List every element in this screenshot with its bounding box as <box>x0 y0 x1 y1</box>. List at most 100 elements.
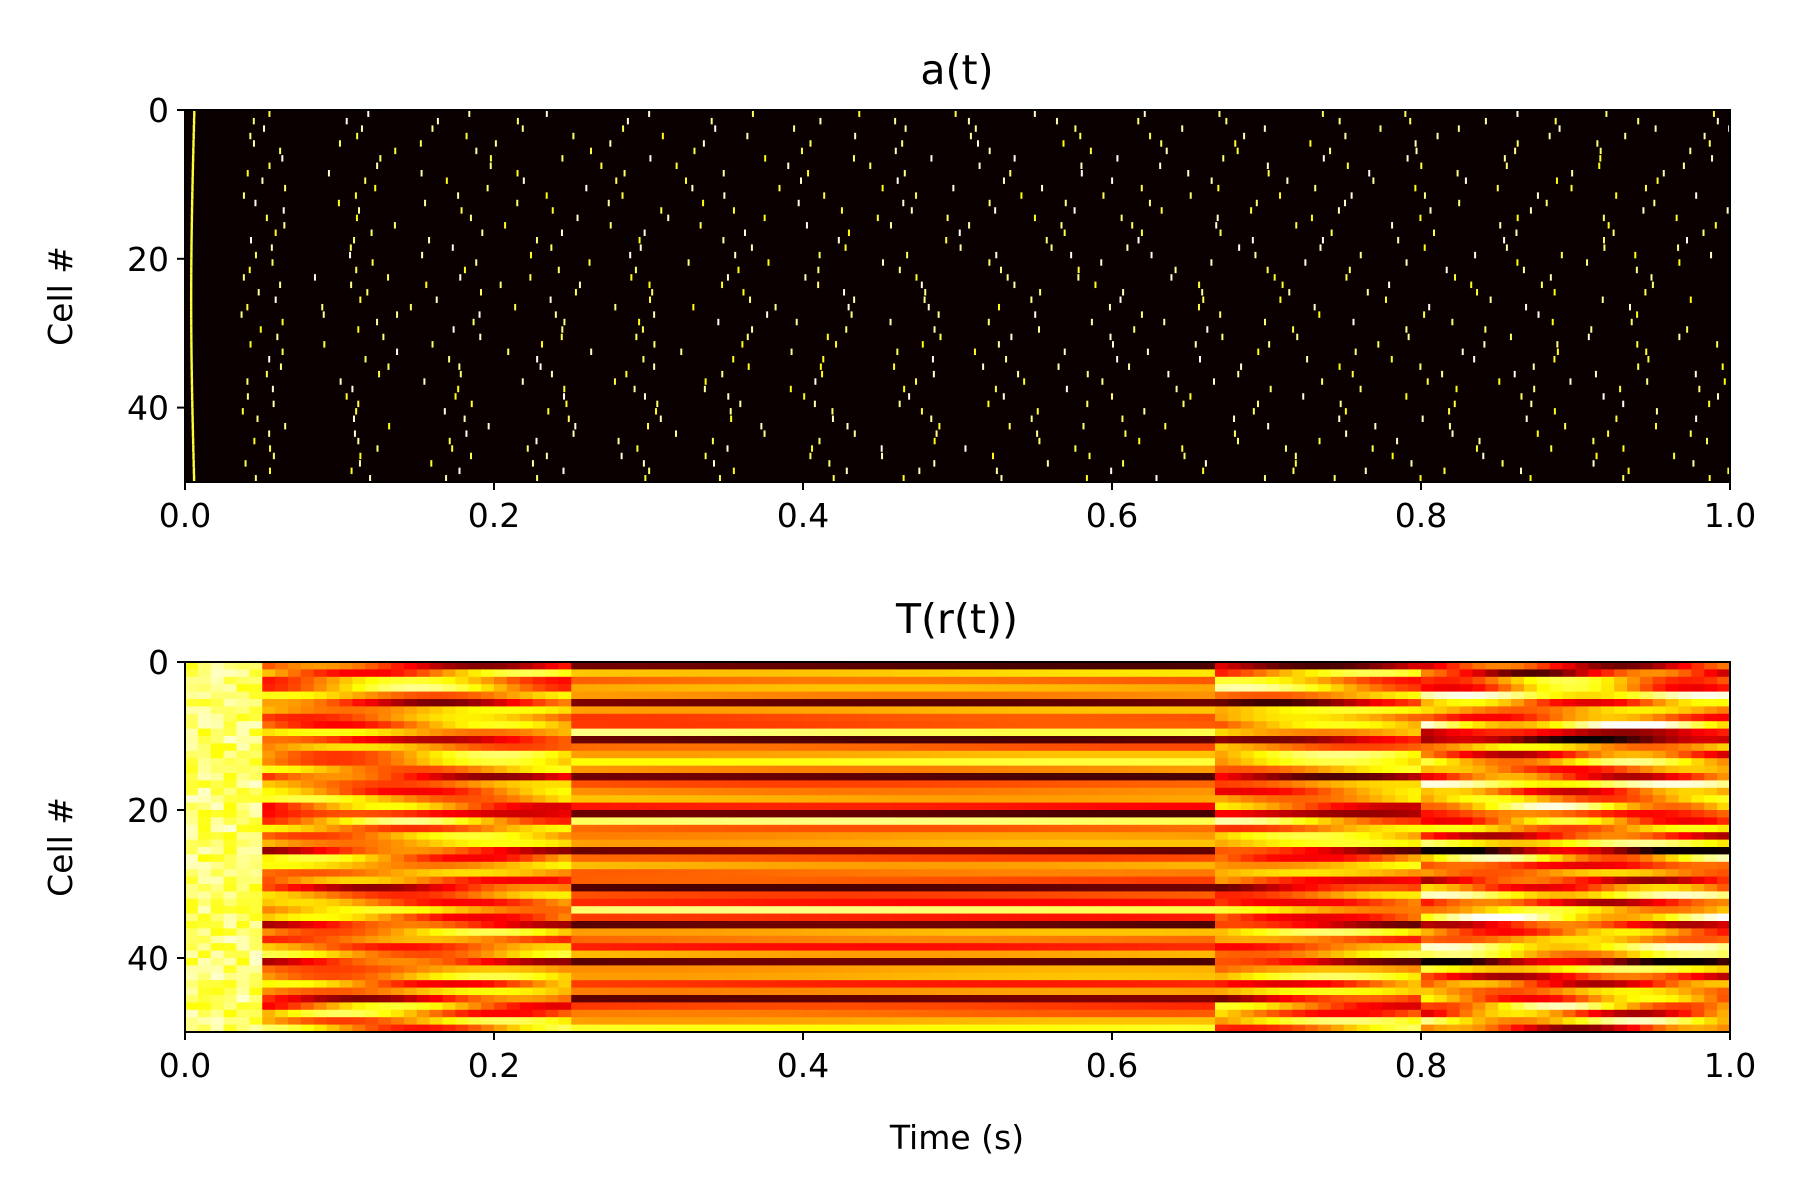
heatmap-cell <box>597 669 611 678</box>
heatmap-cell <box>906 691 920 700</box>
heatmap-cell <box>1073 817 1087 826</box>
heatmap-cell <box>1202 869 1216 878</box>
y-tick-label-top: 20 <box>127 240 169 279</box>
heatmap-cell <box>996 684 1010 693</box>
heatmap-cell <box>983 706 997 715</box>
heatmap-cell <box>1395 869 1409 878</box>
heatmap-cell <box>1137 884 1152 892</box>
heatmap-cell <box>1227 758 1242 767</box>
heatmap-cell <box>558 869 572 878</box>
heatmap-cell <box>815 669 830 678</box>
heatmap-cell <box>803 721 817 730</box>
heatmap-cell <box>545 743 559 752</box>
heatmap-cell <box>777 758 791 767</box>
heatmap-cell <box>558 832 572 841</box>
heatmap-cell <box>391 861 405 870</box>
heatmap-cell <box>854 869 868 878</box>
heatmap-cell <box>1227 795 1242 804</box>
heatmap-cell <box>867 773 881 781</box>
heatmap-cell <box>1639 706 1654 715</box>
heatmap-cell <box>803 839 817 848</box>
heatmap-cell <box>584 839 598 848</box>
heatmap-cell <box>661 839 675 848</box>
heatmap-cell <box>1511 906 1525 915</box>
heatmap-cell <box>1124 750 1139 759</box>
heatmap-cell <box>481 721 495 730</box>
heatmap-cell <box>880 832 894 841</box>
heatmap-cell <box>455 669 469 678</box>
heatmap-cell <box>1446 669 1461 678</box>
heatmap-cell <box>584 795 598 804</box>
heatmap-cell <box>1202 691 1216 700</box>
heatmap-cell <box>1137 832 1152 841</box>
heatmap-cell <box>674 773 688 781</box>
heatmap-cell <box>223 913 238 922</box>
heatmap-cell <box>931 713 946 722</box>
heatmap-cell <box>648 787 662 796</box>
heatmap-cell <box>738 750 753 759</box>
heatmap-cell <box>944 839 959 848</box>
heatmap-cell <box>1009 832 1023 841</box>
heatmap-cell <box>1433 824 1448 833</box>
heatmap-cell <box>1240 743 1255 752</box>
heatmap-cell <box>1305 817 1319 826</box>
heatmap-cell <box>236 765 250 774</box>
heatmap-cell <box>455 854 469 863</box>
heatmap-cell <box>249 773 263 781</box>
heatmap-cell <box>558 691 572 700</box>
heatmap-cell <box>1318 780 1332 789</box>
heatmap-cell <box>1446 765 1461 774</box>
heatmap-cell <box>1124 758 1139 767</box>
heatmap-cell <box>326 721 341 730</box>
heatmap-cell <box>906 884 920 892</box>
heatmap-cell <box>880 736 894 744</box>
heatmap-cell <box>210 706 225 715</box>
heatmap-cell <box>1227 817 1242 826</box>
heatmap-cell <box>494 795 508 804</box>
heatmap-cell <box>622 699 637 707</box>
heatmap-cell <box>609 832 624 841</box>
heatmap-cell <box>1047 765 1062 774</box>
heatmap-cell <box>1330 810 1345 818</box>
heatmap-cell <box>1382 787 1396 796</box>
heatmap-cell <box>249 810 263 818</box>
heatmap-cell <box>1073 758 1087 767</box>
heatmap-cell <box>403 684 418 693</box>
heatmap-cell <box>1086 721 1100 730</box>
heatmap-cell <box>455 773 469 781</box>
heatmap-cell <box>1446 795 1461 804</box>
heatmap-cell <box>1215 898 1229 907</box>
heatmap-cell <box>1034 854 1049 863</box>
heatmap-cell <box>313 906 328 915</box>
heatmap-cell <box>1704 839 1718 848</box>
heatmap-cell <box>326 854 341 863</box>
heatmap-cell <box>751 847 765 855</box>
heatmap-cell <box>751 662 765 670</box>
heatmap-cell <box>1459 906 1474 915</box>
heatmap-cell <box>1060 706 1074 715</box>
heatmap-cell <box>545 824 559 833</box>
heatmap-cell <box>790 847 804 855</box>
heatmap-cell <box>1047 847 1062 855</box>
heatmap-cell <box>1575 691 1589 700</box>
heatmap-cell <box>1124 898 1139 907</box>
heatmap-cell <box>326 684 341 693</box>
heatmap-cell <box>391 780 405 789</box>
heatmap-cell <box>1163 713 1177 722</box>
heatmap-cell <box>1137 869 1152 878</box>
heatmap-cell <box>906 713 920 722</box>
heatmap-cell <box>597 898 611 907</box>
heatmap-cell <box>906 662 920 670</box>
heatmap-cell <box>506 699 521 707</box>
heatmap-cell <box>494 854 508 863</box>
heatmap-cell <box>519 721 534 730</box>
heatmap-cell <box>790 891 804 900</box>
heatmap-cell <box>429 824 444 833</box>
heatmap-cell <box>185 869 199 878</box>
heatmap-cell <box>1382 743 1396 752</box>
heatmap-cell <box>1382 832 1396 841</box>
heatmap-cell <box>700 876 714 885</box>
heatmap-cell <box>1137 810 1152 818</box>
heatmap-cell <box>558 817 572 826</box>
heatmap-cell <box>1549 795 1564 804</box>
